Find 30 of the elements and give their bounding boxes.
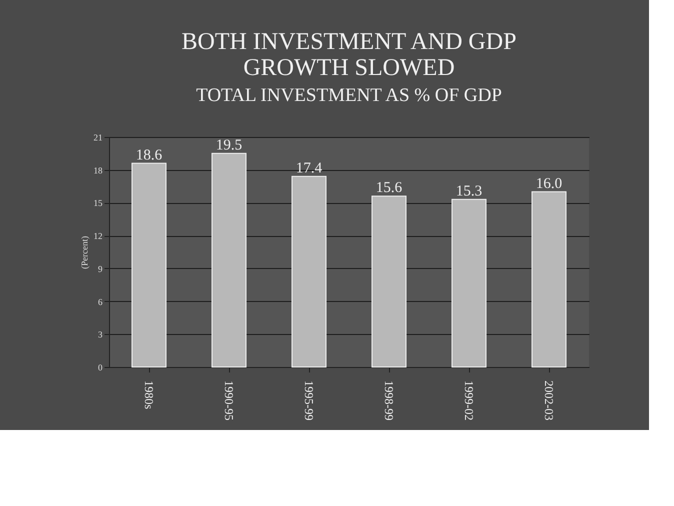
y-tick-label: 18 [94, 165, 103, 176]
text: BOTH INVESTMENT AND GDP [182, 29, 516, 55]
x-tick-label: 1995-99 [302, 380, 316, 420]
x-tick-label: 2002-03 [542, 380, 556, 420]
y-axis-title: (Percent) [80, 236, 90, 269]
bar [132, 162, 166, 368]
bar [212, 152, 246, 368]
y-tick-label: 3 [98, 330, 103, 340]
x-tick-label: 1999-02 [462, 380, 476, 420]
text: GROWTH SLOWED [243, 55, 455, 81]
data-label: 18.6 [136, 147, 163, 164]
data-label: 17.4 [296, 160, 323, 176]
bar [292, 176, 326, 368]
x-tick-label: 1998-99 [382, 380, 396, 420]
x-tick-label: 1980s [142, 380, 156, 410]
bar [372, 196, 406, 368]
y-tick-label: 9 [98, 264, 103, 274]
y-tick-label: 15 [94, 198, 103, 208]
bar [532, 191, 566, 368]
data-label: 16.0 [536, 176, 562, 192]
y-tick-label: 6 [98, 296, 103, 307]
data-label: 19.5 [216, 137, 242, 154]
y-tick-label: 0 [98, 362, 103, 372]
x-tick-label: 1990-95 [222, 380, 236, 420]
bar [452, 198, 486, 368]
y-tick-label: 21 [94, 132, 102, 142]
chart-subtitle: TOTAL INVESTMENT AS % OF GDP [196, 85, 502, 106]
data-label: 15.3 [456, 183, 482, 200]
y-tick-label: 12 [94, 231, 102, 242]
data-label: 15.6 [376, 180, 403, 196]
